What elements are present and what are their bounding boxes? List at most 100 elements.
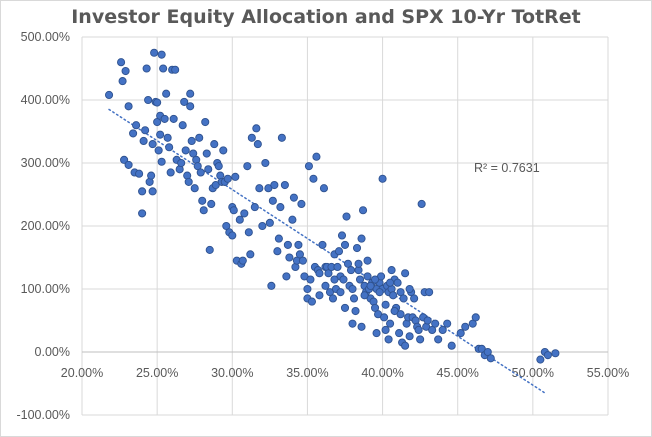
data-point	[228, 231, 237, 240]
data-point	[340, 240, 350, 249]
data-point	[190, 184, 199, 193]
data-point	[118, 77, 127, 86]
data-point	[229, 206, 238, 215]
data-point	[277, 133, 286, 142]
data-point	[166, 168, 175, 177]
data-point	[372, 329, 381, 338]
data-point	[303, 284, 312, 294]
data-point	[205, 245, 214, 254]
data-point	[207, 199, 216, 208]
data-point	[543, 351, 552, 360]
data-point	[438, 325, 447, 335]
trendline	[108, 108, 546, 394]
data-point	[124, 102, 133, 111]
data-point	[117, 58, 126, 67]
data-point	[366, 281, 375, 290]
data-point	[160, 114, 169, 123]
y-tick-label: 200.00%	[21, 219, 70, 233]
data-point	[238, 256, 247, 265]
data-point	[169, 114, 178, 123]
data-point	[297, 199, 306, 208]
data-point	[381, 300, 390, 309]
data-point	[315, 269, 324, 278]
data-point	[105, 90, 114, 100]
x-tick-label: 50.00%	[512, 366, 554, 380]
data-point	[253, 140, 262, 149]
data-point	[148, 140, 157, 149]
data-point	[186, 102, 195, 111]
data-point	[393, 278, 402, 287]
data-point	[171, 65, 180, 74]
data-point	[405, 284, 414, 294]
data-point	[358, 206, 368, 215]
data-point	[289, 193, 298, 202]
data-point	[187, 136, 196, 145]
x-tick-label: 55.00%	[587, 366, 629, 380]
data-point	[334, 247, 344, 256]
data-point	[204, 165, 213, 174]
data-point	[401, 341, 410, 350]
x-tick-labels: 20.00% 25.00% 30.00% 35.00% 40.00% 45.00% 50.0…	[61, 366, 629, 380]
data-point	[150, 48, 159, 57]
data-point	[157, 157, 166, 166]
data-point	[244, 228, 253, 237]
data-point	[360, 291, 369, 300]
data-point	[447, 341, 456, 350]
data-point	[456, 329, 465, 338]
data-point	[153, 98, 162, 107]
y-tick-label: 500.00%	[21, 30, 70, 44]
data-point	[486, 354, 495, 363]
r-squared-label: R² = 0.7631	[474, 161, 540, 175]
data-point	[318, 240, 327, 249]
data-point	[340, 303, 350, 312]
data-point	[348, 319, 357, 328]
data-point	[139, 136, 148, 145]
data-point	[154, 146, 163, 155]
data-point	[354, 259, 363, 268]
data-point	[246, 250, 255, 259]
data-point	[304, 162, 313, 171]
data-point	[330, 275, 339, 284]
y-tick-label: 400.00%	[21, 93, 70, 107]
data-point	[156, 130, 165, 139]
data-point	[282, 272, 291, 281]
data-point	[141, 126, 150, 135]
data-point	[265, 218, 274, 227]
data-point	[196, 168, 205, 177]
data-point	[202, 149, 211, 158]
chart-title: Investor Equity Allocation and SPX 10-Yr…	[71, 6, 581, 28]
data-point	[396, 310, 405, 319]
y-tick-label: 300.00%	[21, 156, 70, 170]
data-point	[268, 196, 277, 205]
data-point	[298, 256, 307, 265]
data-point	[280, 180, 289, 190]
data-point	[199, 206, 208, 215]
data-point	[198, 196, 207, 205]
data-point	[342, 212, 351, 221]
data-point	[214, 162, 223, 171]
data-point	[355, 275, 365, 284]
data-point	[267, 281, 276, 290]
data-point	[536, 355, 545, 364]
data-point	[431, 319, 440, 328]
data-point	[357, 234, 366, 243]
data-point	[135, 169, 144, 178]
x-tick-label: 35.00%	[286, 366, 328, 380]
data-point	[414, 325, 423, 335]
x-tick-label: 25.00%	[136, 366, 178, 380]
data-point	[384, 335, 393, 344]
data-point	[416, 335, 425, 344]
data-point	[352, 243, 362, 253]
data-point	[186, 89, 195, 98]
data-point	[461, 322, 470, 331]
data-point	[333, 262, 342, 272]
x-tick-label: 40.00%	[361, 366, 403, 380]
y-tick-labels: 500.00% 400.00% 300.00% 200.00% 100.00% 0.00%…	[16, 30, 70, 422]
data-point	[285, 253, 294, 262]
data-point	[351, 306, 360, 316]
data-point	[315, 291, 324, 300]
data-point	[378, 174, 387, 183]
data-point	[147, 171, 156, 180]
